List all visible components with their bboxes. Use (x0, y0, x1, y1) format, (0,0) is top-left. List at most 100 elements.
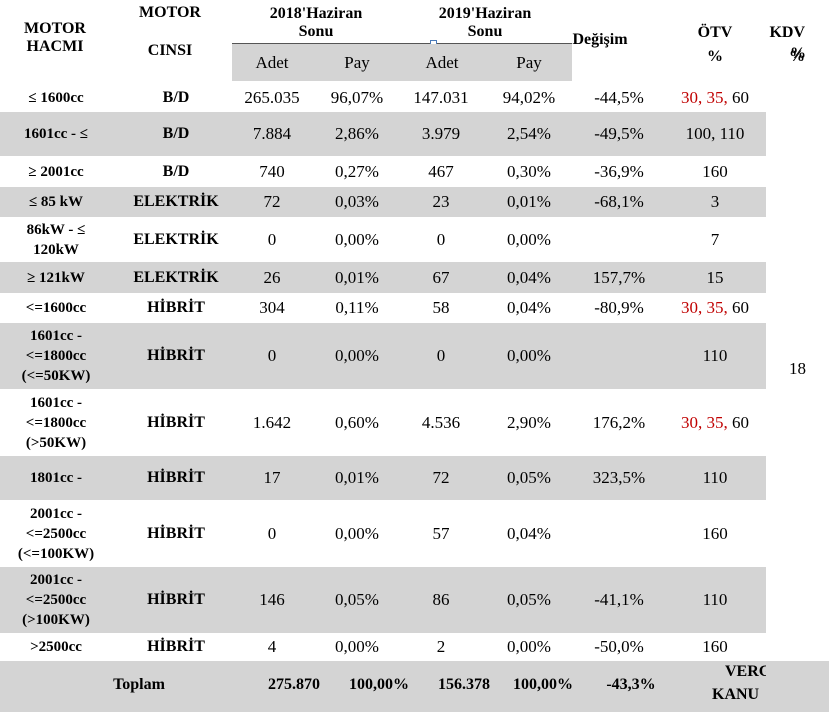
motor-cinsi-cell: HİBRİT (147, 469, 205, 486)
otv-cell: 30, 35, 60 (675, 389, 755, 456)
row-band (0, 262, 766, 293)
otv-cell: 15 (675, 262, 755, 293)
adet-2018-cell: 1.642 (252, 412, 292, 432)
otv-rates: 15 (706, 267, 724, 287)
otv-rates: 3 (710, 192, 720, 211)
motor-hacmi-cell: >2500cc (30, 639, 82, 655)
motor-cinsi-cell: HİBRİT (147, 524, 205, 542)
motor-hacmi-cell: 1601cc - ≤ (23, 126, 89, 142)
degisim-cell (576, 217, 662, 262)
otv-red-rates: 30, 35, (681, 87, 728, 107)
pay-2019-cell: 94,02% (502, 87, 556, 107)
motor-hacmi-cell: ≥ 121kW (27, 269, 85, 286)
pay-2019-cell: 0,00% (507, 637, 551, 656)
otv-rates: 60 (727, 87, 749, 107)
degisim-cell: -50,0% (594, 637, 644, 656)
pay-2018-cell: 0,27% (335, 161, 379, 181)
row-band (0, 567, 766, 633)
header-kdv: KDV % (769, 24, 805, 65)
degisim-cell: -80,9% (594, 298, 644, 317)
pay-2018-cell: 0,11% (335, 298, 379, 317)
otv-cell: 30, 35, 60 (675, 293, 755, 323)
otv-cell: 160 (675, 500, 755, 567)
pay-2019-cell: 0,01% (507, 192, 551, 211)
otv-red-rates: 30, 35, (681, 412, 728, 432)
degisim-cell: -49,5% (594, 124, 644, 143)
otv-rates: 160 (702, 161, 728, 181)
pay-2018-cell: 0,05% (335, 590, 379, 609)
pay-2018-cell: 0,00% (335, 637, 379, 656)
pay-2019-cell: 0,30% (507, 161, 551, 181)
total-degisim: -43,3% (606, 676, 656, 693)
motor-hacmi-cell: 1601cc - <=1800cc (<=50KW) (21, 328, 91, 384)
pay-2019-cell: 0,05% (507, 468, 551, 487)
total-adet-2018: 275.870 (268, 676, 320, 693)
degisim-cell: -44,5% (594, 87, 644, 107)
header-motor-hacmi: MOTOR HACMI (24, 20, 86, 55)
adet-2019-cell: 0 (436, 229, 446, 249)
adet-2019-cell: 72 (432, 468, 450, 487)
degisim-cell: -68,1% (594, 192, 644, 211)
otv-rates: 7 (710, 229, 720, 249)
adet-2019-cell: 67 (432, 267, 450, 287)
otv-cell: 30, 35, 60 (675, 83, 755, 112)
pay-2018-cell: 0,00% (335, 346, 379, 365)
degisim-cell: -36,9% (594, 161, 644, 181)
otv-cell: 110 (675, 323, 755, 389)
pay-2019-cell: 0,00% (507, 229, 551, 249)
otv-red-rates: 30, 35, (681, 298, 728, 317)
adet-2018-cell: 265.035 (244, 87, 300, 107)
pay-2018-cell: 0,00% (335, 229, 379, 249)
otv-rates: 160 (702, 523, 728, 543)
total-label: Toplam (113, 676, 165, 693)
header-year-2019: 2019'Haziran Sonu (438, 5, 532, 40)
adet-2018-cell: 740 (259, 161, 285, 181)
motor-cinsi-cell: HİBRİT (147, 299, 205, 316)
motor-cinsi-cell: HİBRİT (147, 347, 205, 364)
row-band (0, 112, 766, 156)
pay-2019-cell: 2,90% (507, 412, 551, 432)
otv-cell: 110 (675, 567, 755, 633)
motor-cinsi-cell: HİBRİT (147, 413, 205, 431)
otv-rates: 160 (702, 637, 728, 656)
total-band (0, 661, 829, 712)
pay-2018-cell: 2,86% (335, 124, 379, 143)
otv-cell: 7 (675, 217, 755, 262)
pay-2018-cell: 0,03% (335, 192, 379, 211)
degisim-cell: 157,7% (592, 267, 646, 287)
pay-2018-cell: 0,60% (335, 412, 379, 432)
motor-hacmi-cell: ≥ 2001cc (28, 163, 84, 180)
header-kdv-percent: % (790, 45, 806, 62)
otv-rates: 110 (702, 346, 728, 365)
degisim-cell: 176,2% (592, 412, 646, 432)
degisim-cell (576, 323, 662, 389)
adet-2018-cell: 146 (259, 590, 285, 609)
motor-cinsi-cell: ELEKTRİK (133, 193, 219, 210)
degisim-cell (576, 500, 662, 567)
adet-2019-cell: 23 (432, 192, 450, 211)
total-pay-2019: 100,00% (513, 676, 573, 693)
adet-2019-cell: 467 (428, 161, 454, 181)
adet-2019-cell: 58 (432, 298, 450, 317)
otv-rates: 110 (702, 468, 728, 487)
adet-2018-cell: 0 (267, 523, 277, 543)
header-motor-cinsi-2: CINSI (147, 42, 193, 59)
header-adet-2019: Adet (425, 52, 459, 72)
otv-cell: 110 (675, 456, 755, 500)
otv-cell: 160 (675, 633, 755, 661)
adet-2019-cell: 2 (436, 637, 446, 656)
otv-cell: 3 (675, 187, 755, 217)
adet-2018-cell: 0 (267, 346, 277, 365)
motor-cinsi-cell: ELEKTRİK (133, 268, 219, 286)
pay-2019-cell: 0,04% (507, 267, 551, 287)
pay-2018-cell: 0,01% (335, 468, 379, 487)
header-divider (232, 43, 572, 44)
adet-2018-cell: 4 (267, 637, 277, 656)
motor-hacmi-cell: ≤ 1600cc (28, 89, 84, 106)
motor-hacmi-cell: 1801cc - (29, 470, 83, 486)
motor-cinsi-cell: B/D (162, 125, 190, 142)
header-degisim: Değişim (572, 31, 628, 48)
total-vergi-1: VERG (725, 663, 766, 680)
otv-cell: 160 (675, 156, 755, 187)
header-year-2018: 2018'Haziran Sonu (269, 5, 363, 40)
